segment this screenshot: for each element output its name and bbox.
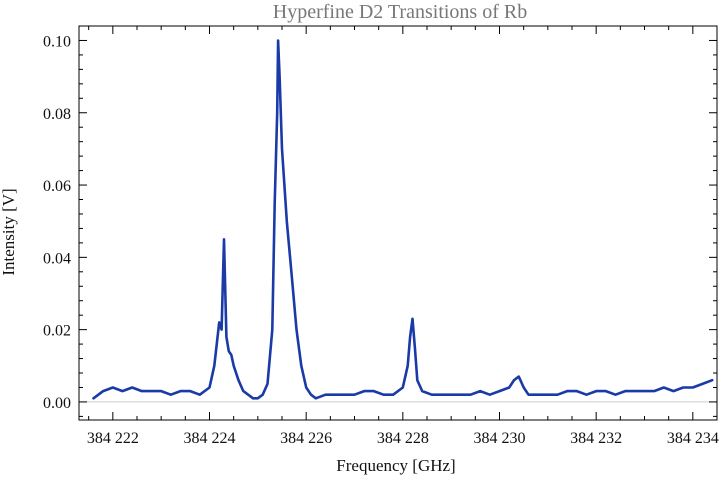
- y-tick-label: 0.08: [43, 106, 71, 123]
- y-axis: 0.00 0.02 0.04 0.06 0.08 0.10: [43, 33, 717, 417]
- plot-frame: [78, 25, 718, 421]
- x-tick-label: 384 224: [184, 430, 236, 447]
- y-axis-label: Intensity [V]: [0, 188, 18, 275]
- x-tick-label: 384 230: [474, 430, 526, 447]
- series-line: [92, 39, 714, 400]
- x-tick-label: 384 234: [667, 430, 719, 447]
- x-tick-label: 384 232: [570, 430, 622, 447]
- x-axis-label: Frequency [GHz]: [336, 456, 455, 475]
- y-tick-label: 0.04: [43, 250, 71, 267]
- x-axis: 384 222 384 224 384 226 384 228 384 230 384 2…: [87, 26, 719, 447]
- y-tick-label: 0.10: [43, 33, 71, 50]
- y-tick-label: 0.06: [43, 178, 71, 195]
- y-tick-label: 0.00: [43, 395, 71, 412]
- chart-title: Hyperfine D2 Transitions of Rb: [273, 1, 527, 23]
- x-tick-label: 384 222: [87, 430, 139, 447]
- x-tick-label: 384 228: [377, 430, 429, 447]
- y-tick-label: 0.02: [43, 323, 71, 340]
- x-tick-label: 384 226: [280, 430, 332, 447]
